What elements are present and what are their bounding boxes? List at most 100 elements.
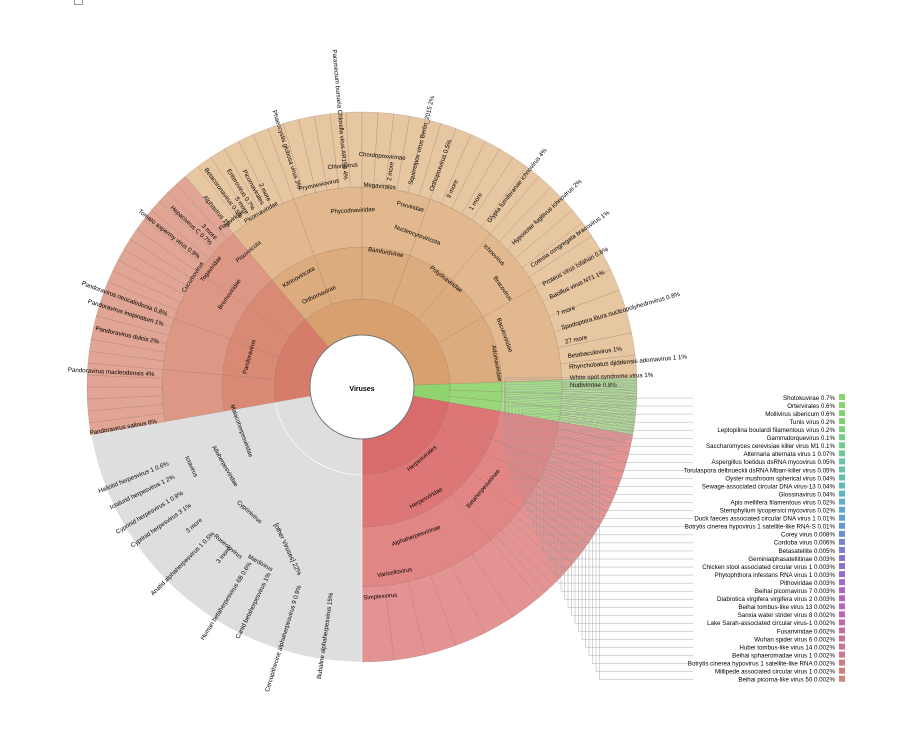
legend-label[interactable]: Aspergillus foetidus dsRNA mycovirus 0.0… xyxy=(712,459,836,466)
legend-label[interactable]: Sewage-associated circular DNA virus-13 … xyxy=(702,483,836,490)
sunburst-segment[interactable] xyxy=(175,176,234,240)
legend-label[interactable]: Pithoviridae 0.003% xyxy=(780,580,836,587)
legend-label[interactable]: Ortervirales 0.6% xyxy=(787,403,835,410)
legend-leader-line xyxy=(557,413,693,584)
legend-swatch xyxy=(839,474,845,481)
legend-label[interactable]: Fusariviridae 0.002% xyxy=(777,628,836,635)
legend-leader-line xyxy=(574,421,693,624)
legend-leader-line xyxy=(592,429,693,664)
legend-swatch xyxy=(839,611,845,618)
legend-leader-line xyxy=(595,430,693,672)
legend-label[interactable]: Leptopilina boulardi filamentous virus 0… xyxy=(717,427,835,434)
legend-label[interactable]: Beihai sphaeromadae virus 1 0.002% xyxy=(732,652,835,659)
legend-leader-line xyxy=(504,389,693,463)
legend-swatch xyxy=(839,546,845,553)
legend-leader-line xyxy=(515,394,693,487)
legend-swatch xyxy=(839,418,845,425)
legend-leader-line xyxy=(546,408,693,560)
legend-label[interactable]: Stemphylium lycopersici mycovirus 0.02% xyxy=(720,508,836,515)
outer-label: Nudiviridae 0.8% xyxy=(570,382,617,389)
legend-label[interactable]: Saccharomyces cerevisiae killer virus M1… xyxy=(706,443,835,450)
legend-label[interactable]: Gammatorquevirus 0.1% xyxy=(767,435,836,442)
inner-label: Phycodnaviridae xyxy=(330,207,375,215)
legend-swatch xyxy=(839,506,845,513)
legend-label[interactable]: Botrytis cinerea hypovirus 1 satellite-l… xyxy=(688,660,836,667)
legend-label[interactable]: Oyster mushroom spherical virus 0.04% xyxy=(725,475,835,482)
legend-swatch xyxy=(839,651,845,658)
legend-swatch xyxy=(839,635,845,642)
legend-swatch xyxy=(839,450,845,457)
legend-label[interactable]: Wuhan spider virus 6 0.002% xyxy=(754,636,835,643)
legend-label[interactable]: Lake Sarah-associated circular virus-1 0… xyxy=(707,620,835,627)
legend-leader-line xyxy=(571,419,693,616)
legend: Shotokuvirae 0.7%Ortervirales 0.6%Molliv… xyxy=(504,377,845,684)
legend-label[interactable]: Hubei tombus-like virus 14 0.002% xyxy=(739,644,835,651)
legend-swatch xyxy=(839,482,845,489)
legend-label[interactable]: Beihai picorna-like virus 50 0.002% xyxy=(738,677,835,684)
legend-swatch xyxy=(839,619,845,626)
root-center-circle[interactable] xyxy=(309,334,415,440)
legend-label[interactable]: Cordoba virus 0.006% xyxy=(774,540,836,547)
legend-label[interactable]: Geminialphasatellitinae 0.003% xyxy=(748,556,835,563)
legend-leader-line xyxy=(518,396,693,495)
corner-checkbox[interactable] xyxy=(74,0,83,5)
outer-label: 2 more xyxy=(386,161,396,182)
inner-label: Chordopoxvirinae xyxy=(358,152,406,162)
legend-leader-line xyxy=(529,400,693,519)
legend-swatch xyxy=(839,675,845,682)
segment-other-viruses[interactable] xyxy=(90,401,363,663)
legend-label[interactable]: Botrytis cinerea hypovirus 1 satellite-l… xyxy=(685,524,836,531)
legend-label[interactable]: Beihai tombus-like virus 13 0.002% xyxy=(738,604,835,611)
legend-swatch xyxy=(839,563,845,570)
legend-label[interactable]: Corey virus 0.008% xyxy=(781,532,835,539)
legend-swatch xyxy=(839,426,845,433)
legend-label[interactable]: Mollivirus sibericum 0.6% xyxy=(765,411,835,418)
legend-label[interactable]: Sanxia water strider virus 8 0.002% xyxy=(738,612,836,619)
legend-swatch xyxy=(839,643,845,650)
legend-leader-line xyxy=(578,423,693,632)
legend-swatch xyxy=(839,434,845,441)
legend-swatch xyxy=(839,627,845,634)
legend-label[interactable]: Beihai picornavirus 7 0.003% xyxy=(755,588,836,595)
inner-label: Simplexvirus xyxy=(363,593,397,602)
legend-label[interactable]: Alternaria alternata virus 1 0.07% xyxy=(744,451,836,458)
legend-label[interactable]: Phytophthora infestans RNA virus 1 0.003… xyxy=(715,572,836,579)
legend-swatch xyxy=(839,667,845,674)
legend-leader-line xyxy=(553,412,693,576)
legend-label[interactable]: Shotokuvirae 0.7% xyxy=(783,395,835,402)
legend-leader-line xyxy=(550,410,693,568)
legend-leader-line xyxy=(543,407,693,552)
legend-leader-line xyxy=(522,397,693,503)
legend-swatch xyxy=(839,587,845,594)
legend-swatch xyxy=(839,442,845,449)
legend-leader-line xyxy=(508,391,693,471)
legend-swatch xyxy=(839,466,845,473)
legend-label[interactable]: Diabrotica virgifera virgifera virus 2 0… xyxy=(717,596,835,603)
legend-label[interactable]: Apis mellifera filamentous virus 0.02% xyxy=(730,499,835,506)
legend-leader-line xyxy=(536,404,693,536)
inner-label: Chlorovirus xyxy=(327,163,358,172)
legend-leader-line xyxy=(525,399,693,511)
legend-swatch xyxy=(839,458,845,465)
outer-label: 27 more xyxy=(564,334,588,346)
legend-leader-line xyxy=(511,393,693,479)
legend-label[interactable]: Chicken stool associated circular virus … xyxy=(702,564,835,571)
legend-swatch xyxy=(839,595,845,602)
legend-label[interactable]: Torulaspora delbrueckii dsRNA Mbarr-kill… xyxy=(684,467,836,474)
outer-label: White spot syndrome virus 1% xyxy=(570,372,654,382)
legend-swatch xyxy=(839,538,845,545)
legend-label[interactable]: Glossinavirus 0.04% xyxy=(779,491,836,498)
legend-swatch xyxy=(839,514,845,521)
legend-label[interactable]: Tunis virus 0.2% xyxy=(789,419,835,426)
legend-swatch xyxy=(839,402,845,409)
legend-swatch xyxy=(839,659,845,666)
outer-label: Pandoravirus macleodensis 4% xyxy=(68,367,155,379)
legend-label[interactable]: Millipede associated circular virus 1 0.… xyxy=(715,669,836,676)
legend-leader-line xyxy=(599,432,693,680)
legend-label[interactable]: Duck faeces associated circular DNA viru… xyxy=(694,516,835,523)
legend-leader-line xyxy=(588,427,693,656)
legend-swatch xyxy=(839,394,845,400)
legend-label[interactable]: Betasatellite 0.005% xyxy=(779,548,836,555)
inner-label: Megavirales xyxy=(363,182,396,191)
